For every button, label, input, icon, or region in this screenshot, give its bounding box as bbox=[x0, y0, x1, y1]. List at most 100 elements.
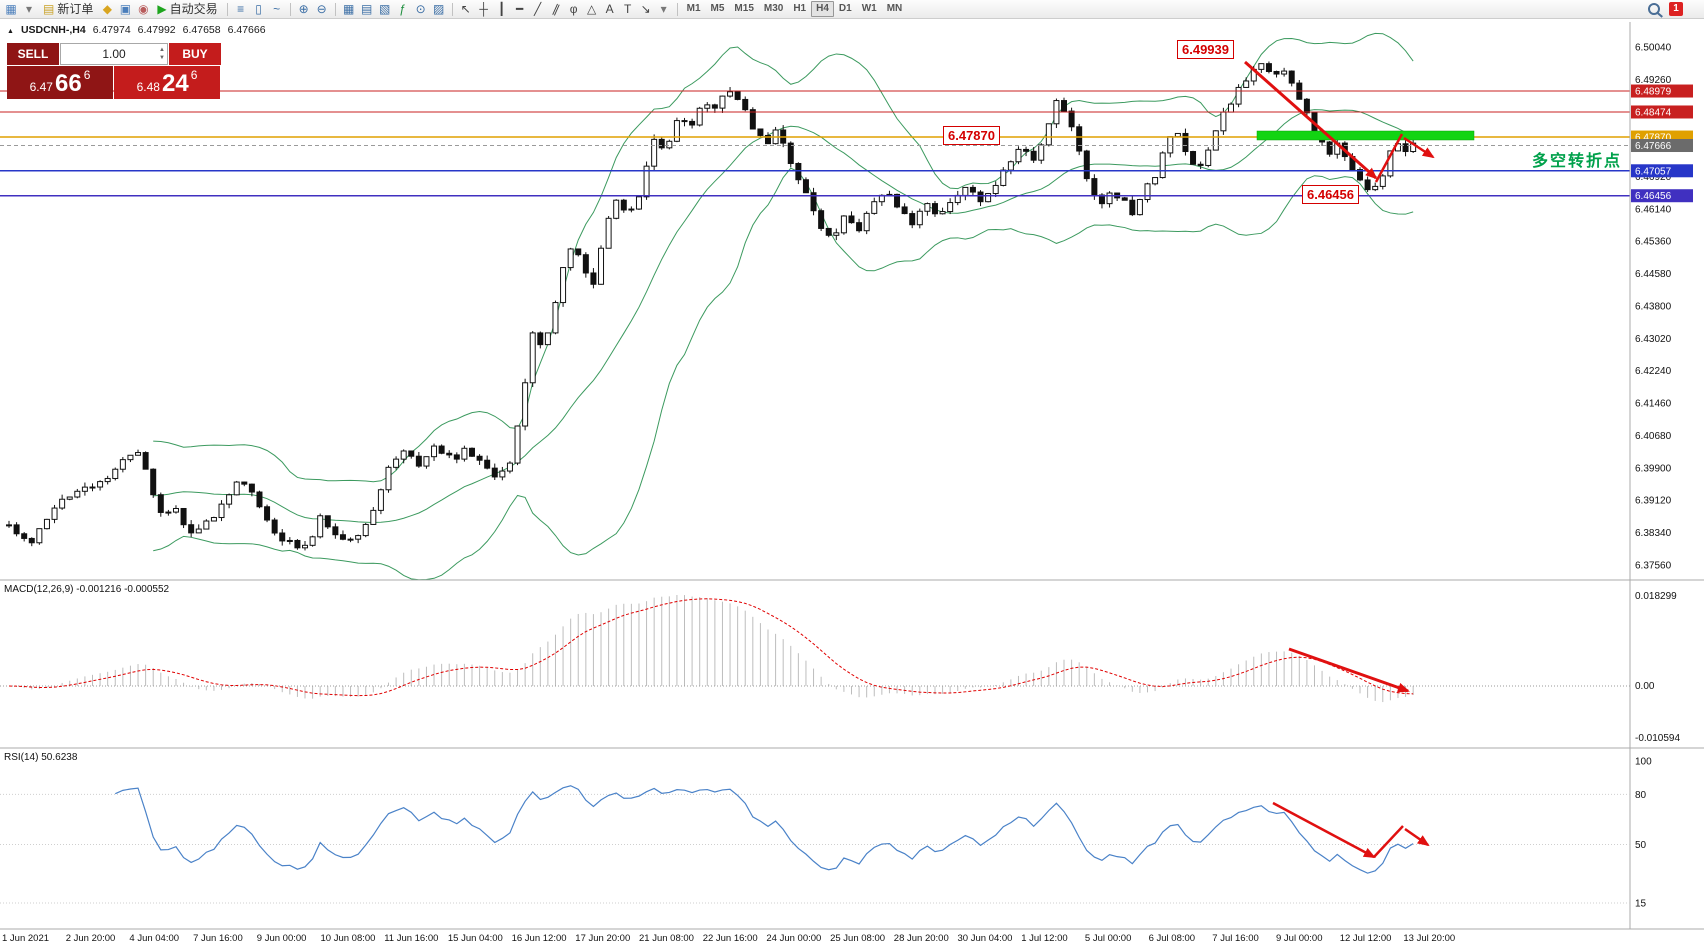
sell-price-prefix: 6.47 bbox=[29, 80, 53, 94]
price-annotation-box[interactable]: 6.49939 bbox=[1177, 40, 1234, 59]
sell-button[interactable]: SELL bbox=[7, 43, 59, 65]
timeframe-h4[interactable]: H4 bbox=[811, 1, 834, 17]
sell-price-superscript: 6 bbox=[83, 68, 91, 82]
green-highlight-bar[interactable] bbox=[1256, 130, 1475, 141]
zoom-in-icon[interactable]: ⊕ bbox=[298, 1, 309, 16]
templates-icon[interactable]: ▨ bbox=[432, 1, 445, 16]
search-icon[interactable] bbox=[1648, 3, 1660, 15]
rsi-axis-label: 100 bbox=[1635, 757, 1652, 768]
label-icon[interactable]: T bbox=[623, 1, 632, 16]
ohlc-open: 6.47974 bbox=[92, 24, 131, 36]
chart-profiles-dropdown-icon[interactable]: ▾ bbox=[25, 1, 33, 16]
cascade-windows-icon[interactable]: ▧ bbox=[378, 1, 391, 16]
timeframe-m1[interactable]: M1 bbox=[686, 3, 701, 14]
ohlc-high: 6.47992 bbox=[137, 24, 176, 36]
crosshair-icon[interactable]: ┼ bbox=[479, 1, 488, 16]
autotrading-button[interactable]: ▶ 自动交易 bbox=[152, 1, 222, 18]
timeframe-mn[interactable]: MN bbox=[886, 3, 903, 14]
note-annotation[interactable]: 多空转折点 bbox=[1532, 153, 1623, 170]
text-icon[interactable]: A bbox=[605, 1, 614, 16]
volume-spinner[interactable]: ▲ ▼ bbox=[159, 46, 165, 62]
timeframe-m15[interactable]: M15 bbox=[734, 3, 754, 14]
macd-axis-label: 0.00 bbox=[1635, 681, 1655, 692]
price-axis-tag-value: 6.48474 bbox=[1635, 107, 1672, 118]
ohlc-low: 6.47658 bbox=[182, 24, 221, 36]
time-axis-label: 15 Jun 04:00 bbox=[448, 933, 503, 944]
buy-price-display[interactable]: 6.48 24 6 bbox=[114, 66, 220, 99]
price-axis-label: 6.43020 bbox=[1635, 334, 1672, 345]
trend-arrow[interactable] bbox=[1404, 827, 1430, 847]
fibonacci-icon[interactable]: φ bbox=[569, 1, 578, 16]
price-annotation-box[interactable]: 6.46456 bbox=[1302, 185, 1359, 204]
timeframe-d1[interactable]: D1 bbox=[838, 3, 852, 14]
trend-arrow[interactable] bbox=[1374, 133, 1404, 183]
macd-axis-label: -0.010594 bbox=[1635, 733, 1680, 744]
trend-arrow[interactable] bbox=[1373, 825, 1404, 858]
price-axis-tag bbox=[1631, 164, 1693, 178]
data-window-icon[interactable]: ▣ bbox=[119, 1, 132, 16]
auto-arrange-icon[interactable]: ▤ bbox=[360, 1, 373, 16]
time-axis-label: 2 Jun 20:00 bbox=[66, 933, 116, 944]
bollinger-lower-band bbox=[153, 167, 1414, 581]
price-axis-label: 6.40680 bbox=[1635, 431, 1672, 442]
toolbar-right-group: 1 bbox=[1648, 2, 1683, 16]
trend-arrow[interactable] bbox=[1288, 647, 1410, 693]
timeframe-w1[interactable]: W1 bbox=[861, 3, 877, 14]
chart-title: ▲ USDCNH-,H4 6.47974 6.47992 6.47658 6.4… bbox=[7, 24, 266, 36]
time-axis-label: 16 Jun 12:00 bbox=[512, 933, 567, 944]
autotrading-icon: ▶ bbox=[157, 1, 167, 16]
toolbar-button-label: 新订单 bbox=[57, 1, 94, 16]
candlestick-chart-icon[interactable]: ▯ bbox=[255, 1, 262, 16]
time-axis-label: 22 Jun 16:00 bbox=[703, 933, 758, 944]
trend-arrow[interactable] bbox=[1403, 136, 1435, 159]
zoom-out-icon[interactable]: ⊖ bbox=[316, 1, 327, 16]
price-axis-label: 6.45360 bbox=[1635, 237, 1672, 248]
horizontal-line-icon[interactable]: ━ bbox=[515, 1, 524, 16]
new-order-button[interactable]: ▤ 新订单 bbox=[38, 1, 98, 18]
time-axis-label: 25 Jun 08:00 bbox=[830, 933, 885, 944]
trend-arrow[interactable] bbox=[1244, 60, 1378, 180]
sell-price-display[interactable]: 6.47 66 6 bbox=[7, 66, 113, 99]
market-watch-icon[interactable]: ◆ bbox=[102, 1, 112, 16]
collapse-triangle-icon[interactable]: ▲ bbox=[7, 28, 14, 35]
price-axis-label: 6.43800 bbox=[1635, 301, 1672, 312]
vertical-line-icon[interactable]: ┃ bbox=[497, 1, 506, 16]
new-chart-icon[interactable]: ▦ bbox=[5, 1, 17, 16]
price-annotation-box[interactable]: 6.47870 bbox=[943, 126, 1000, 145]
shapes-icon[interactable]: △ bbox=[586, 1, 597, 16]
tile-windows-icon[interactable]: ▦ bbox=[342, 1, 355, 16]
trendline-icon[interactable]: ╱ bbox=[533, 1, 542, 16]
time-axis-label: 24 Jun 00:00 bbox=[766, 933, 821, 944]
rsi-axis-label: 80 bbox=[1635, 790, 1647, 801]
timeframe-m30[interactable]: M30 bbox=[763, 3, 784, 14]
volume-input[interactable]: 1.00 ▲ ▼ bbox=[60, 43, 168, 65]
buy-price-superscript: 6 bbox=[190, 68, 198, 82]
periods-icon[interactable]: ⊙ bbox=[415, 1, 426, 16]
navigator-icon[interactable]: ◉ bbox=[138, 1, 149, 16]
timeframe-h1[interactable]: H1 bbox=[793, 3, 807, 14]
timeframe-m5[interactable]: M5 bbox=[710, 3, 725, 14]
price-axis-label: 6.46140 bbox=[1635, 204, 1672, 215]
arrows-dropdown-icon[interactable]: ▾ bbox=[660, 1, 667, 16]
price-axis-label: 6.39120 bbox=[1635, 496, 1672, 507]
time-axis-label: 6 Jul 08:00 bbox=[1149, 933, 1195, 944]
arrows-tool-icon[interactable]: ↘ bbox=[640, 1, 651, 16]
trend-arrow[interactable] bbox=[1272, 801, 1376, 859]
price-axis-label: 6.50040 bbox=[1635, 43, 1672, 54]
price-axis-tag-value: 6.47057 bbox=[1635, 166, 1672, 177]
price-axis-label: 6.38340 bbox=[1635, 528, 1672, 539]
symbol-label: USDCNH-,H4 bbox=[20, 24, 86, 36]
cursor-icon[interactable]: ↖ bbox=[460, 1, 471, 16]
spinner-down-icon[interactable]: ▼ bbox=[159, 55, 165, 61]
bar-chart-icon[interactable]: ≡ bbox=[237, 1, 245, 16]
macd-signal-line bbox=[8, 598, 1414, 697]
price-axis-label: 6.42240 bbox=[1635, 366, 1672, 377]
line-chart-icon[interactable]: ~ bbox=[273, 1, 281, 16]
time-axis-label: 1 Jul 12:00 bbox=[1021, 933, 1067, 944]
notification-badge[interactable]: 1 bbox=[1669, 2, 1683, 16]
spinner-up-icon[interactable]: ▲ bbox=[159, 47, 165, 53]
volume-value: 1.00 bbox=[102, 47, 126, 61]
buy-button[interactable]: BUY bbox=[169, 43, 221, 65]
indicators-icon[interactable]: ƒ bbox=[399, 1, 406, 16]
